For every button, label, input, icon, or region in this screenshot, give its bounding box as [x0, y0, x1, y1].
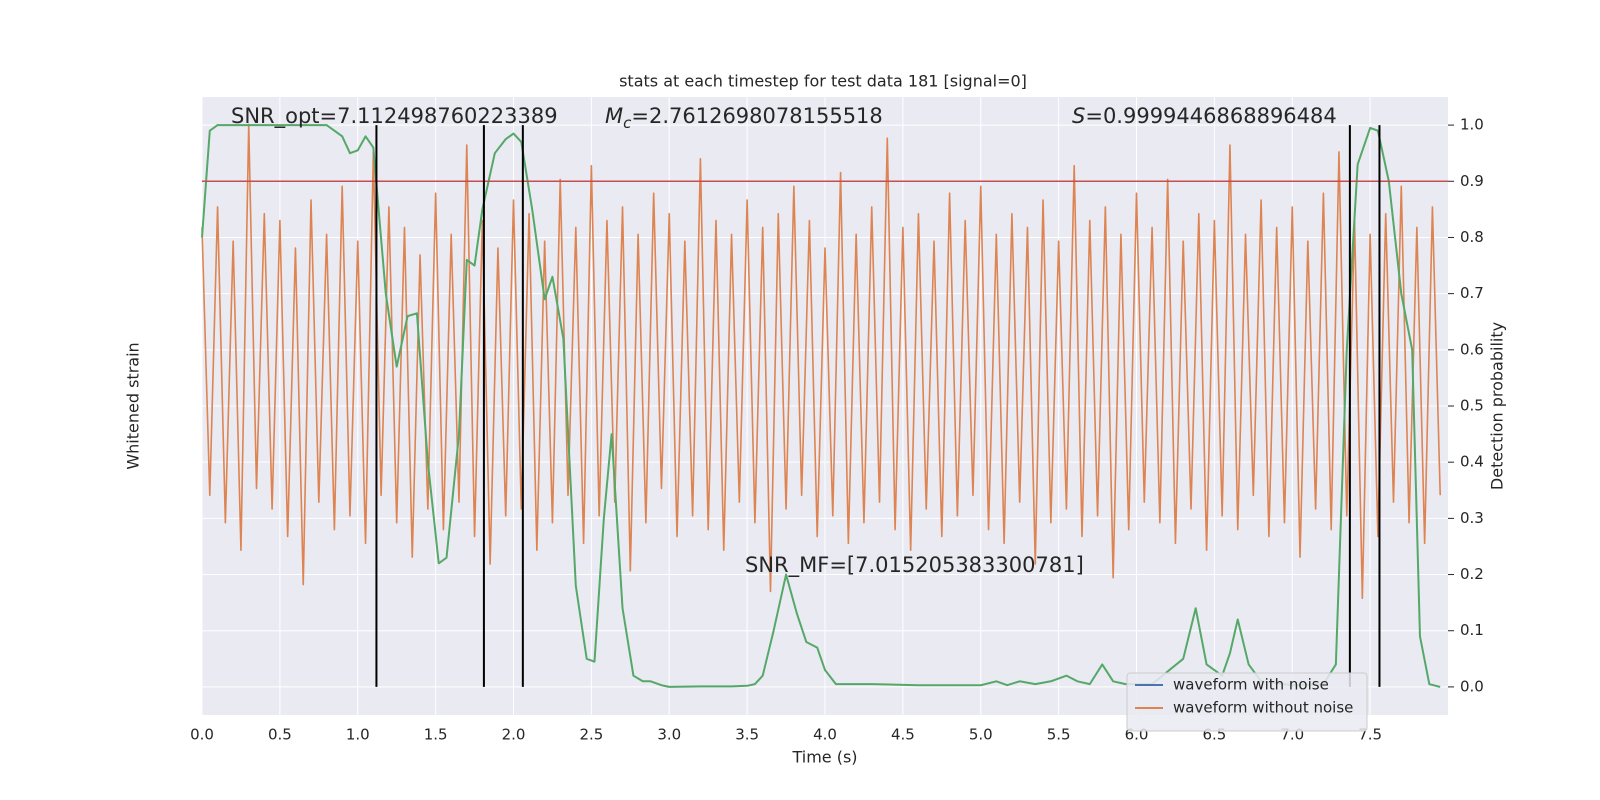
y2-tick-label: 0.3 [1460, 509, 1484, 527]
annotation-text: SNR_opt=7.112498760223389 [231, 104, 558, 129]
y-axis-label: Whitened strain [124, 342, 143, 469]
x-tick-label: 1.5 [424, 726, 448, 744]
y2-tick-label: 0.7 [1460, 284, 1484, 302]
y2-tick-label: 0.9 [1460, 172, 1484, 190]
chart-title: stats at each timestep for test data 181… [619, 72, 1027, 91]
x-tick-label: 0.0 [190, 726, 214, 744]
annotation: S=0.9999446868896484 [1072, 104, 1337, 128]
annotation: Mc=2.7612698078155518 [605, 104, 883, 132]
y2-tick-label: 0.5 [1460, 397, 1484, 415]
x-tick-label: 4.0 [813, 726, 837, 744]
annotation-text: =0.9999446868896484 [1085, 104, 1336, 128]
x-tick-label: 1.0 [346, 726, 370, 744]
annotation-subscript: c [623, 114, 632, 132]
strain-line [201, 123, 1442, 600]
x-tick-label: 5.5 [1047, 726, 1071, 744]
annotation: SNR_MF=[7.015205383300781] [745, 553, 1084, 578]
y2-tick-label: 0.4 [1460, 453, 1484, 471]
x-tick-label: 3.5 [735, 726, 759, 744]
x-tick-label: 3.0 [657, 726, 681, 744]
annotation-text: SNR_MF=[7.015205383300781] [745, 553, 1084, 578]
legend-label: waveform without noise [1173, 699, 1353, 717]
y2-tick-label: 1.0 [1460, 116, 1484, 134]
x-tick-label: 5.0 [969, 726, 993, 744]
x-tick-label: 2.5 [579, 726, 603, 744]
y2-tick-label: 0.8 [1460, 228, 1484, 246]
overlay: SNR_opt=7.112498760223389 Mc=2.7612698078… [202, 104, 1448, 732]
annotation: SNR_opt=7.112498760223389 [231, 104, 558, 129]
marks [201, 123, 1442, 688]
annotation-symbol: S [1072, 104, 1085, 128]
x-tick-label: 0.5 [268, 726, 292, 744]
y2-tick-label: 0.0 [1460, 677, 1484, 695]
x-axis-label: Time (s) [791, 748, 857, 767]
y2-tick-label: 0.2 [1460, 565, 1484, 583]
x-tick-label: 4.5 [891, 726, 915, 744]
annotation-symbol: M [605, 104, 623, 128]
y2-axis-label: Detection probability [1488, 322, 1507, 490]
legend-box [1126, 672, 1368, 732]
y2-tick-label: 0.1 [1460, 621, 1484, 639]
legend-label: waveform with noise [1173, 676, 1329, 694]
y2-tick-label: 0.6 [1460, 340, 1484, 358]
annotation-text: =2.7612698078155518 [631, 104, 882, 128]
probability-line [201, 124, 1441, 688]
x-tick-label: 2.0 [502, 726, 526, 744]
